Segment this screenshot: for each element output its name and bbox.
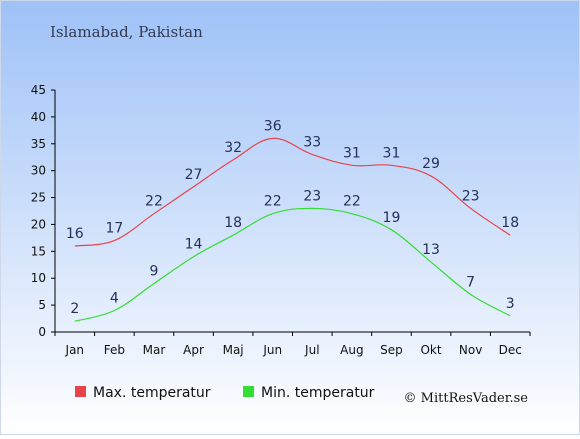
max-temperature-data-label: 23 [462,188,480,204]
min-temperature-data-label: 13 [422,242,440,258]
y-tick-label: 10 [31,271,46,285]
max-temperature-data-label: 29 [422,156,440,172]
y-tick-label: 45 [31,83,46,97]
min-temperature-data-label: 23 [303,188,321,204]
x-tick-label: Feb [104,343,125,357]
y-tick-label: 0 [38,325,46,339]
x-tick-label: Jun [262,343,282,357]
min-temperature-data-label: 22 [343,194,361,210]
y-tick-label: 15 [31,244,46,258]
max-temperature-data-label: 33 [303,135,321,151]
legend: Max. temperatur Min. temperatur [75,385,375,401]
y-tick-label: 40 [31,110,46,124]
max-temperature-data-label: 36 [264,118,282,134]
min-temperature-data-label: 2 [70,301,79,317]
max-temperature-data-label: 17 [105,221,123,237]
min-temperature-data-label: 7 [466,274,475,290]
y-tick-label: 20 [31,217,46,231]
x-tick-label: Jan [65,343,85,357]
credit-text: © MittResVader.se [404,391,529,406]
min-temperature-data-label: 3 [506,296,515,312]
max-temperature-data-label: 31 [343,145,361,161]
x-tick-label: Okt [420,343,441,357]
x-tick-label: Maj [223,343,244,357]
x-tick-label: Dec [499,343,522,357]
min-temperature-legend-label: Min. temperatur [261,385,375,401]
y-tick-label: 30 [31,164,46,178]
max-temperature-legend-swatch [75,386,86,397]
chart-title: Islamabad, Pakistan [50,23,203,41]
min-temperature-data-label: 18 [224,215,242,231]
x-tick-label: Sep [380,343,403,357]
min-temperature-data-label: 22 [264,194,282,210]
min-temperature-data-label: 19 [383,210,401,226]
max-temperature-data-label: 16 [66,226,84,242]
data-labels-group: 16 17 22 27 32 36 33 31 31 29 23 18 2 4 9 14 18 22 23 22 19 1… [66,118,519,317]
y-tick-label: 5 [38,298,46,312]
x-tick-label: Nov [459,343,482,357]
min-temperature-line [74,207,511,322]
max-temperature-data-label: 32 [224,140,242,156]
min-temperature-data-label: 14 [185,237,203,253]
max-temperature-data-label: 31 [383,145,401,161]
max-temperature-line [74,137,511,247]
max-temperature-data-label: 22 [145,194,163,210]
x-tick-label: Apr [183,343,204,357]
min-temperature-legend-swatch [243,386,254,397]
min-temperature-data-label: 4 [110,290,119,306]
y-tick-label: 25 [31,191,46,205]
y-tick-label: 35 [31,137,46,151]
min-temperature-data-label: 9 [149,264,158,280]
x-tick-label: Jul [304,343,319,357]
max-temperature-data-label: 18 [501,215,519,231]
max-temperature-legend-label: Max. temperatur [93,385,211,401]
max-temperature-data-label: 27 [185,167,203,183]
axes-group: 0 5 10 15 20 25 30 35 40 45 Jan Feb Mar Apr Maj Jun Jul A… [31,83,531,357]
x-tick-label: Aug [340,343,363,357]
series-group [74,137,511,322]
x-tick-label: Mar [143,343,166,357]
